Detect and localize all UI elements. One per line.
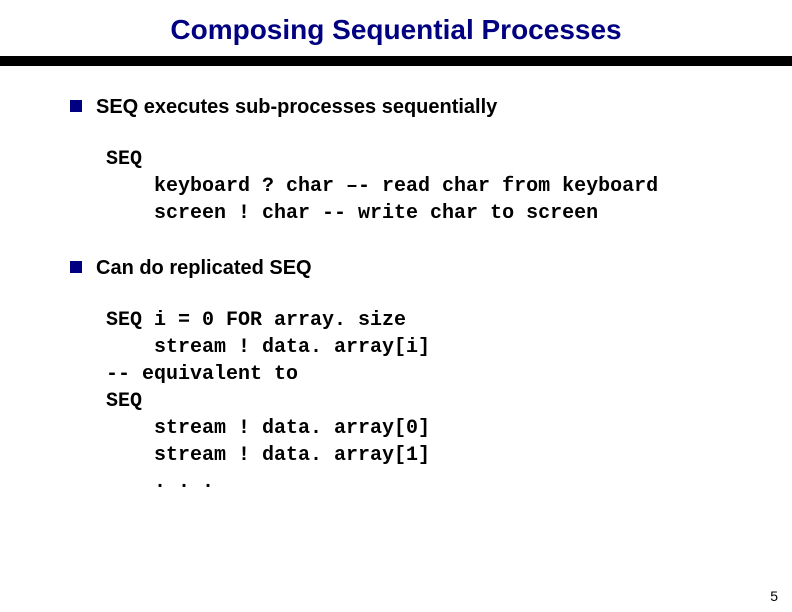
code-block: SEQ i = 0 FOR array. size stream ! data.… xyxy=(106,307,742,496)
square-bullet-icon xyxy=(70,100,82,112)
bullet-text: SEQ executes sub-processes sequentially xyxy=(96,94,497,120)
page-title: Composing Sequential Processes xyxy=(0,0,792,56)
page-number: 5 xyxy=(770,588,778,604)
bullet-item: Can do replicated SEQ xyxy=(70,255,742,281)
slide: Composing Sequential Processes SEQ execu… xyxy=(0,0,792,612)
code-block: SEQ keyboard ? char –- read char from ke… xyxy=(106,146,742,227)
square-bullet-icon xyxy=(70,261,82,273)
bullet-item: SEQ executes sub-processes sequentially xyxy=(70,94,742,120)
content-area: SEQ executes sub-processes sequentially … xyxy=(0,66,792,496)
horizontal-rule xyxy=(0,56,792,66)
bullet-text: Can do replicated SEQ xyxy=(96,255,312,281)
